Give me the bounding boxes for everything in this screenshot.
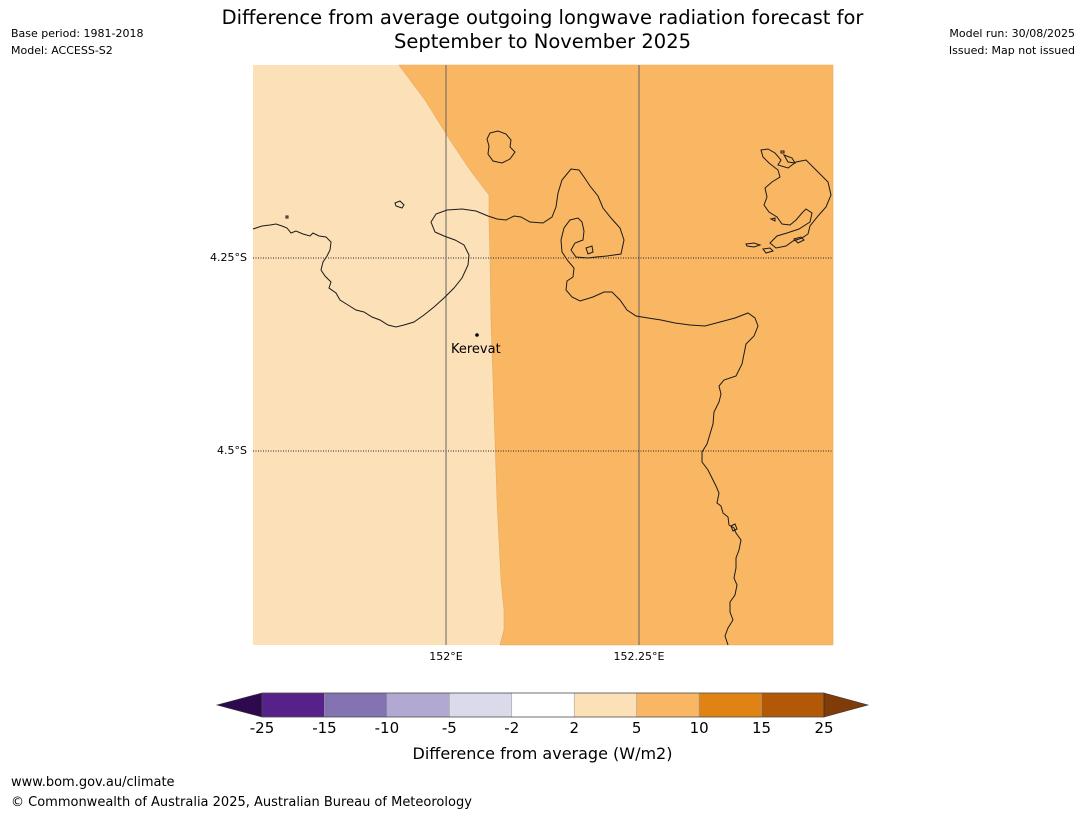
coastline-islet-small — [394, 200, 405, 209]
colorbar-tick-label: 2 — [569, 719, 579, 737]
lon-label-152: 152°E — [429, 650, 463, 663]
colorbar-tick-label: 10 — [689, 719, 709, 737]
model-run-text: Model run: 30/08/2025 — [949, 27, 1075, 40]
map-band-5-10 — [398, 64, 834, 646]
coastline-islet-ne-1 — [782, 154, 796, 164]
issued-text: Issued: Map not issued — [948, 44, 1075, 57]
colorbar-extend-high — [823, 692, 870, 718]
colorbar-segment — [386, 692, 450, 718]
place-label-kerevat: Kerevat — [451, 342, 501, 357]
kerevat-marker — [475, 333, 479, 337]
lon-label-152-25: 152.25°E — [613, 650, 665, 663]
coastline-gazelle-peninsula — [252, 168, 759, 646]
colorbar-tick-label: -10 — [374, 719, 400, 737]
colorbar-tick-label: 15 — [752, 719, 772, 737]
map-title: Difference from average outgoing longwav… — [0, 6, 1085, 54]
coastline-islet-ne-2 — [780, 150, 785, 154]
colorbar-outline — [261, 692, 825, 718]
colorbar-segment — [511, 692, 575, 718]
colorbar-segment — [449, 692, 513, 718]
colorbar-label: Difference from average (W/m2) — [412, 744, 673, 763]
colorbar-tick-label: -5 — [441, 719, 457, 737]
footer-url[interactable]: www.bom.gov.au/climate — [11, 775, 175, 790]
colorbar-segment — [573, 692, 637, 718]
colorbar-segment — [636, 692, 700, 718]
colorbar-tick-label: -15 — [312, 719, 337, 737]
model-text: Model: ACCESS-S2 — [11, 44, 113, 57]
coastline-group — [252, 130, 832, 646]
coastline-duke-of-york — [760, 148, 832, 249]
colorbar-segment — [261, 692, 325, 718]
colorbar-extend-low — [215, 692, 263, 718]
map-title-line1: Difference from average outgoing longwav… — [221, 6, 864, 29]
colorbar-segment — [698, 692, 762, 718]
colorbar-tick-label: 5 — [631, 719, 642, 737]
coastline-islet-ne-6 — [769, 217, 776, 222]
colorbar-segment — [324, 692, 388, 718]
colorbar-segment — [761, 692, 825, 718]
colorbar-tick-label: -2 — [504, 719, 520, 737]
coastline-island-north — [486, 130, 516, 164]
coastline-bay-inlet — [585, 245, 594, 255]
base-period-text: Base period: 1981-2018 — [11, 27, 144, 40]
lat-label-4-25: 4.25°S — [210, 251, 247, 264]
coastline-reef-east — [730, 523, 738, 532]
colorbar-tick-label: 25 — [814, 719, 834, 737]
coastline-islet-ne-4 — [762, 247, 774, 254]
coastline-islet-west — [285, 215, 289, 219]
coastline-islet-ne-3 — [745, 242, 762, 248]
colorbar-tick-label: -25 — [249, 719, 275, 737]
footer-copyright: © Commonwealth of Australia 2025, Austra… — [11, 795, 472, 810]
coastline-islet-ne-5 — [793, 236, 805, 244]
lat-label-4-5: 4.5°S — [217, 444, 247, 457]
map-title-line2: September to November 2025 — [393, 30, 692, 53]
